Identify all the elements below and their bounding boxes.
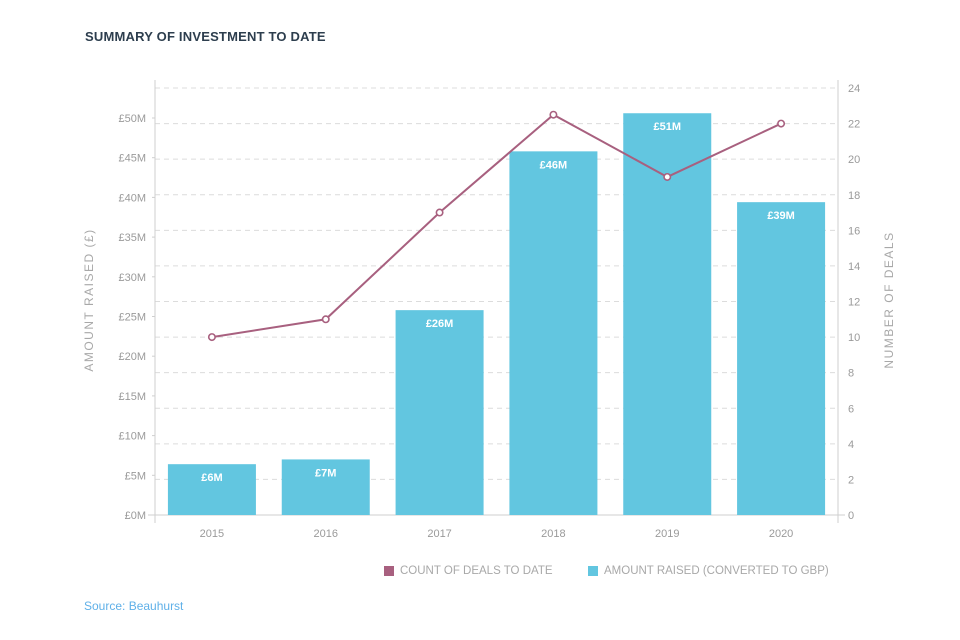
chart-title: SUMMARY OF INVESTMENT TO DATE [85, 29, 326, 44]
y2-tick-label: 4 [848, 439, 854, 451]
y2-tick-label: 16 [848, 225, 860, 237]
deals-point [777, 119, 786, 128]
y-tick-label: £45M [118, 153, 146, 165]
legend-swatch-amount [588, 566, 598, 576]
y-tick-label: £25M [118, 312, 146, 324]
bar [281, 459, 370, 515]
y-tick-label: £35M [118, 232, 146, 244]
y2-tick-label: 24 [848, 83, 860, 95]
x-tick-label: 2019 [655, 528, 679, 540]
bar [509, 151, 598, 515]
y2-tick-label: 12 [848, 297, 860, 309]
x-tick-label: 2016 [314, 528, 338, 540]
legend-label-amount: AMOUNT RAISED (CONVERTED TO GBP) [604, 565, 829, 577]
bar [167, 464, 256, 515]
legend-item-deals: COUNT OF DEALS TO DATE [384, 565, 553, 577]
bar-label: £39M [767, 210, 795, 222]
legend-swatch-deals [384, 566, 394, 576]
y-tick-label: £0M [125, 510, 146, 522]
bar-label: £6M [201, 472, 222, 484]
bar [395, 310, 484, 515]
y-tick-label: £30M [118, 272, 146, 284]
source-note: Source: Beauhurst [84, 599, 184, 613]
y-tick-label: £40M [118, 192, 146, 204]
bar-label: £7M [315, 467, 336, 479]
deals-line [211, 113, 782, 339]
y2-tick-label: 18 [848, 190, 860, 202]
x-tick-label: 2018 [541, 528, 565, 540]
x-tick-label: 2020 [769, 528, 793, 540]
deals-point [207, 333, 216, 342]
deals-point [549, 110, 558, 119]
y2-axis-label: NUMBER OF DEALS [882, 231, 896, 368]
y2-tick-label: 6 [848, 403, 854, 415]
y-tick-label: £15M [118, 391, 146, 403]
bar [737, 202, 826, 515]
bar-label: £46M [540, 159, 568, 171]
bar-label: £26M [426, 318, 454, 330]
legend-label-deals: COUNT OF DEALS TO DATE [400, 565, 553, 577]
deals-point [435, 208, 444, 217]
y2-tick-label: 20 [848, 154, 860, 166]
y2-tick-label: 8 [848, 368, 854, 380]
legend-item-amount: AMOUNT RAISED (CONVERTED TO GBP) [588, 565, 829, 577]
x-tick-label: 2017 [427, 528, 451, 540]
y2-tick-label: 22 [848, 119, 860, 131]
deals-point [321, 315, 330, 324]
y-tick-label: £20M [118, 351, 146, 363]
y2-tick-label: 10 [848, 332, 860, 344]
y-tick-label: £5M [125, 470, 146, 482]
y2-tick-label: 14 [848, 261, 860, 273]
y-tick-label: £10M [118, 431, 146, 443]
y-axis-label: AMOUNT RAISED (£) [82, 228, 96, 371]
x-tick-label: 2015 [200, 528, 224, 540]
y2-tick-label: 0 [848, 510, 854, 522]
y2-tick-label: 2 [848, 474, 854, 486]
y-tick-label: £50M [118, 113, 146, 125]
deals-point [663, 172, 672, 181]
bar-label: £51M [653, 121, 681, 133]
